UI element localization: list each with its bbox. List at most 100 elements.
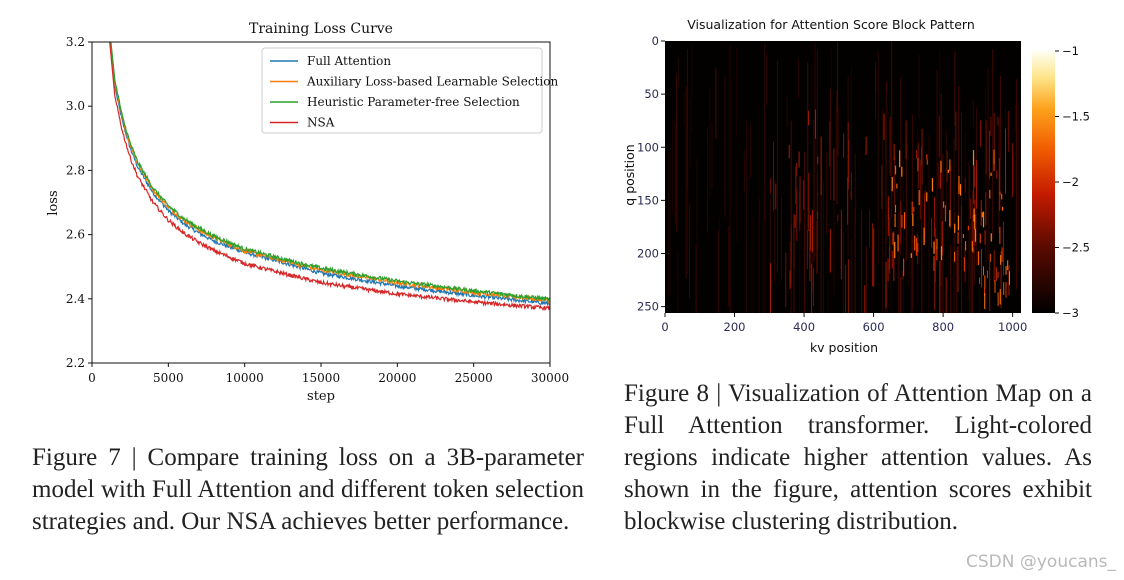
heatmap-cell (813, 268, 815, 307)
heatmap-cell (950, 244, 952, 313)
heatmap-cell (750, 125, 752, 178)
heatmap-cell (969, 191, 971, 313)
heatmap-cell (893, 231, 895, 282)
heatmap-cell (888, 246, 890, 270)
heatmap-cell (668, 151, 670, 296)
heatmap-cell (816, 220, 818, 274)
heatmap-cell (985, 120, 987, 175)
heatmap-cell (709, 88, 711, 198)
heatmap-cell (941, 221, 943, 256)
hm-x-tick-label: 200 (724, 320, 746, 334)
heatmap-cell (826, 151, 828, 234)
heatmap-cell (936, 246, 938, 261)
y-tick-label: 2.8 (66, 163, 85, 177)
heatmap-cell (1007, 260, 1009, 271)
heatmap-cell (946, 150, 948, 183)
heatmap-cell (814, 109, 816, 139)
loss-chart-title: Training Loss Curve (249, 21, 393, 37)
heatmap-cell (1002, 206, 1004, 211)
heatmap-cell (976, 160, 978, 209)
heatmap-cell (766, 53, 768, 106)
figure-8-caption: Figure 8 | Visualization of Attention Ma… (624, 380, 1092, 535)
hm-x-tick-label: 1000 (998, 320, 1027, 334)
heatmap-cell (972, 247, 974, 253)
legend-label: Heuristic Parameter-free Selection (307, 95, 520, 109)
heatmap-cell (780, 197, 782, 279)
colorbar-tick-label: −2.5 (1062, 241, 1090, 255)
heatmap-cell (1008, 271, 1010, 285)
heatmap-cell (953, 137, 955, 313)
heatmap-cell (854, 208, 856, 313)
heatmap-cell (686, 48, 688, 189)
heatmap-x-axis-label: kv position (810, 340, 878, 355)
heatmap-cell (923, 227, 925, 246)
heatmap-cell (912, 213, 914, 227)
heatmap-cell (990, 172, 992, 177)
heatmap-cell (945, 277, 947, 313)
heatmap-cell (958, 175, 960, 195)
heatmap-cell (973, 208, 975, 222)
heatmap-cell (817, 190, 819, 251)
x-tick-label: 30000 (531, 371, 569, 385)
heatmap-cell (999, 158, 1001, 211)
heatmap-cell (848, 142, 850, 183)
heatmap-cell (997, 292, 999, 306)
heatmap-cell (715, 67, 717, 140)
heatmap-cell (921, 177, 923, 313)
heatmap-cell (905, 142, 907, 261)
heatmap-cell (851, 66, 853, 234)
heatmap-cell (993, 112, 995, 160)
heatmap-cell (925, 186, 927, 239)
heatmap-cell (973, 156, 975, 204)
heatmap-cell (933, 256, 935, 271)
heatmap-cell (990, 116, 992, 137)
heatmap-cell (996, 170, 998, 179)
heatmap-cell (764, 213, 766, 313)
heatmap-cell (937, 161, 939, 189)
heatmap-cell (763, 190, 765, 313)
heatmap-cell (988, 157, 990, 313)
heatmap-cell (917, 243, 919, 253)
heatmap-cell (674, 121, 676, 225)
heatmap-cell (997, 271, 999, 279)
heatmap-cell (811, 210, 813, 253)
heatmap-cell (743, 150, 745, 193)
heatmap-cell (914, 235, 916, 251)
heatmap-cell (776, 60, 778, 273)
heatmap-cell (799, 212, 801, 313)
heatmap-cell (718, 230, 720, 313)
heatmap-cell (775, 183, 777, 210)
heatmap-cell (889, 116, 891, 176)
heatmap-cell (1015, 79, 1017, 290)
heatmap-cell (970, 221, 972, 313)
heatmap-cell (845, 264, 847, 313)
heatmap-cell (894, 156, 896, 206)
heatmap-cell (908, 250, 910, 286)
loss-x-axis-label: step (307, 389, 335, 404)
y-tick-label: 2.2 (66, 356, 85, 370)
heatmap-cell (901, 166, 903, 177)
heatmap-cell (1000, 75, 1002, 159)
heatmap-cell (885, 261, 887, 308)
heatmap-cell (981, 248, 983, 288)
heatmap-cell (789, 270, 791, 289)
heatmap-cell (854, 153, 856, 257)
heatmap-cell (940, 160, 942, 173)
heatmap-cell (957, 245, 959, 293)
hm-x-tick-label: 400 (793, 320, 815, 334)
heatmap-cell (980, 199, 982, 226)
heatmap-cell (972, 98, 974, 128)
heatmap-cell (1005, 281, 1007, 298)
heatmap-cell (816, 211, 818, 220)
heatmap-cell (936, 238, 938, 249)
heatmap-cell (894, 213, 896, 228)
heatmap-cell (993, 250, 995, 283)
heatmap-cell (949, 165, 951, 229)
heatmap-cell (890, 226, 892, 266)
heatmap-cell (979, 277, 981, 284)
heatmap-cell (769, 178, 771, 194)
heatmap-cell (960, 205, 962, 250)
heatmap-cell (829, 121, 831, 167)
heatmap-cell (836, 90, 838, 205)
heatmap-cell (1001, 193, 1003, 200)
